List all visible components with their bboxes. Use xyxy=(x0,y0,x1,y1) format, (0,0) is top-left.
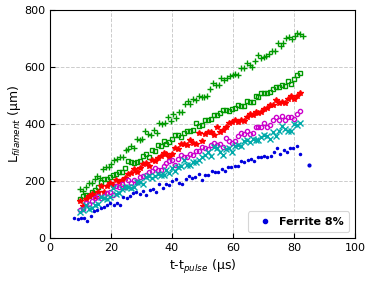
Y-axis label: L$_{filament}$ (μm): L$_{filament}$ (μm) xyxy=(6,85,23,163)
Legend: Ferrite 8%: Ferrite 8% xyxy=(248,212,349,232)
X-axis label: t-t$_{pulse}$ (μs): t-t$_{pulse}$ (μs) xyxy=(169,258,236,276)
